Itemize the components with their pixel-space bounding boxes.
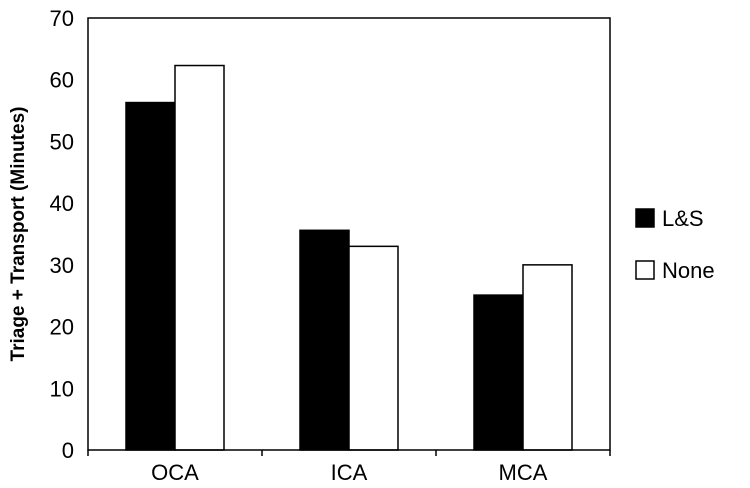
y-tick-label: 0 [62,438,74,463]
y-tick-label: 10 [50,376,74,401]
bar-mca-none [522,264,573,451]
bar-oca-ls [125,101,176,451]
category-labels: OCA ICA MCA [151,460,548,485]
bar-mca-ls [473,294,524,451]
plot-frame [87,17,611,451]
legend-label-none: None [662,258,715,283]
legend-swatch-ls [635,208,655,228]
y-axis-title: Triage + Transport (Minutes) [8,107,29,362]
category-label: ICA [331,460,368,485]
y-tick-label: 50 [50,129,74,154]
bar-oca-none [174,64,225,451]
y-tick-label: 60 [50,68,74,93]
y-tick-labels: 0 10 20 30 40 50 60 70 [50,6,74,463]
bars [125,64,573,451]
legend: L&S None [635,206,715,283]
y-tick-label: 70 [50,6,74,31]
bar-ica-ls [299,229,350,451]
category-label: OCA [151,460,199,485]
y-tick-label: 40 [50,191,74,216]
legend-label-ls: L&S [662,206,704,231]
y-tick-label: 30 [50,253,74,278]
bar-ica-none [348,245,399,451]
x-ticks [87,450,611,456]
category-label: MCA [499,460,548,485]
y-tick-label: 20 [50,315,74,340]
legend-swatch-none [635,260,655,280]
